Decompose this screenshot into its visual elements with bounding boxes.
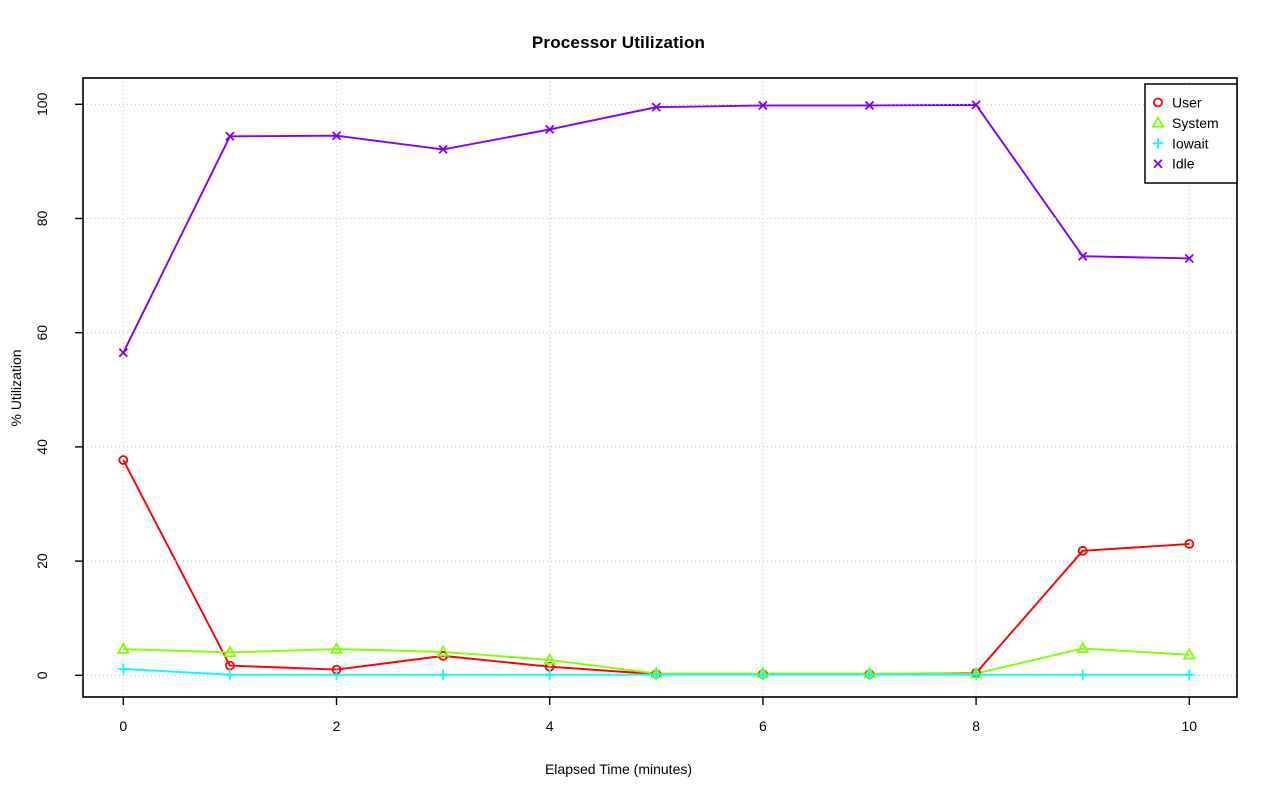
marker-idle-x4 [545,124,555,135]
y-tick-label-80: 80 [34,211,50,227]
marker-iowait-x9 [1077,669,1088,680]
marker-iowait-x4 [544,669,555,680]
legend-marker-idle-icon [1153,159,1163,169]
y-tick-label-20: 20 [34,553,50,569]
marker-iowait-x1 [224,669,236,680]
marker-system-x4 [543,652,557,665]
y-tick-label-60: 60 [34,325,50,341]
series-line-user [122,459,1190,676]
legend-label-iowait: Iowait [1172,135,1209,151]
marker-idle-x7 [864,100,875,111]
legend-label-system: System [1172,115,1219,131]
y-tick-label-40: 40 [34,439,50,455]
x-axis-title: Elapsed Time (minutes) [544,761,693,777]
legend-marker-system-icon [1151,115,1165,128]
marker-idle-x6 [758,100,768,111]
marker-user-x0 [118,455,129,465]
marker-iowait-x8 [970,669,982,680]
x-tick-label-0: 0 [119,718,127,734]
marker-iowait-x2 [331,669,342,680]
legend-marker-iowait-icon [1152,138,1164,149]
marker-system-x1 [223,645,237,658]
x-tick-label-8: 8 [972,718,980,734]
marker-iowait-x6 [757,669,769,680]
marker-iowait-x7 [864,669,875,680]
marker-idle-x10 [1184,253,1194,264]
x-tick-label-6: 6 [759,718,767,734]
marker-iowait-x5 [651,669,662,680]
marker-idle-x9 [1078,251,1088,261]
legend-label-idle: Idle [1172,156,1195,172]
marker-iowait-x10 [1184,669,1195,680]
marker-system-x3 [436,644,450,657]
marker-user-x9 [1077,545,1088,556]
marker-system-x0 [116,641,130,654]
x-tick-label-4: 4 [546,718,554,734]
y-tick-label-0: 0 [34,671,50,679]
legend-marker-user-icon [1153,97,1163,108]
marker-user-x10 [1184,539,1195,549]
marker-idle-x1 [225,131,235,141]
x-tick-label-2: 2 [333,718,341,734]
marker-system-x10 [1182,647,1196,660]
series-line-idle [122,103,1190,354]
marker-system-x9 [1076,641,1090,654]
marker-idle-x8 [971,100,981,110]
chart-title: Processor Utilization [531,33,706,52]
y-tick-label-100: 100 [34,92,50,116]
marker-iowait-x3 [437,669,449,680]
marker-idle-x0 [118,348,128,358]
marker-idle-x2 [331,131,342,141]
marker-idle-x3 [438,144,448,155]
marker-iowait-x0 [118,663,129,675]
legend-label-user: User [1172,95,1202,111]
x-tick-label-10: 10 [1182,718,1198,734]
plot-box [82,77,1238,698]
marker-idle-x5 [651,102,661,112]
marker-system-x2 [329,641,344,654]
